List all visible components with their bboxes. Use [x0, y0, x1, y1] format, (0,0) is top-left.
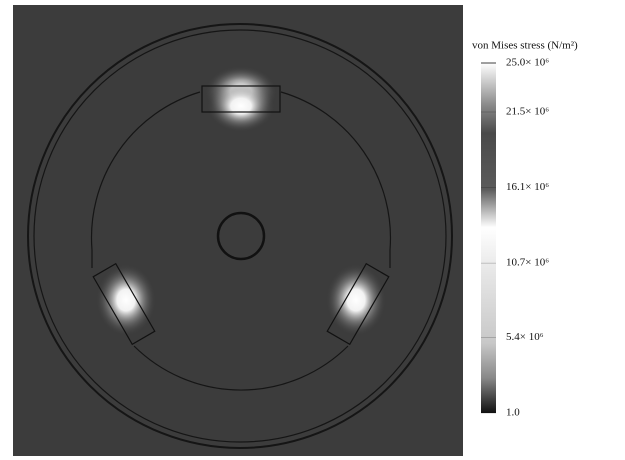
colorbar-scale — [481, 63, 496, 413]
tick-label: 25.0× 10⁶ — [506, 57, 549, 69]
stress-spot — [326, 264, 386, 336]
stress-spot — [207, 80, 275, 132]
colorbar-title: von Mises stress (N/m²) — [472, 40, 578, 52]
tick-label: 21.5× 10⁶ — [506, 106, 549, 118]
tick-label: 16.1× 10⁶ — [506, 181, 549, 193]
stress-spot — [96, 264, 156, 336]
tick-label: 1.0 — [506, 407, 520, 419]
outer-ring — [27, 23, 453, 449]
tick-label: 10.7× 10⁶ — [506, 257, 549, 269]
stress-plot — [13, 5, 463, 456]
pad — [326, 262, 390, 346]
center-hole — [216, 211, 266, 261]
pad — [92, 262, 156, 346]
tick-label: 5.4× 10⁶ — [506, 331, 544, 343]
pad — [201, 85, 281, 113]
outer-ring — [33, 29, 447, 443]
inner-arc — [90, 91, 392, 391]
colorbar: von Mises stress (N/m²) 25.0× 10⁶ 21.5× 1… — [472, 40, 578, 419]
